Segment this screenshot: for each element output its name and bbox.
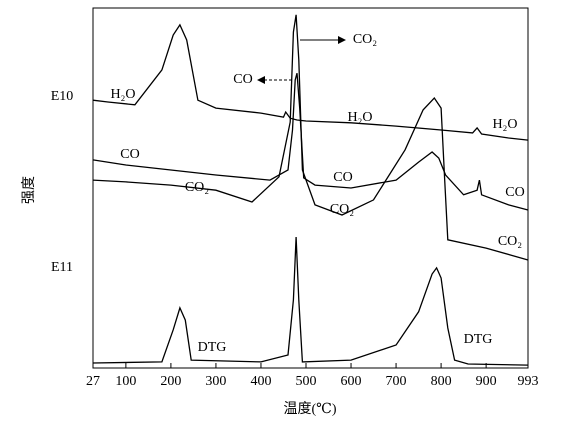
annotation: CO₂: [353, 32, 377, 47]
x-tick-label: 800: [431, 374, 452, 389]
x-tick-label: 400: [250, 374, 271, 389]
x-tick-label: 700: [386, 374, 407, 389]
y-axis-label: 强度: [21, 176, 37, 204]
annotation: CO: [333, 170, 352, 185]
x-tick-label: 27: [86, 374, 100, 389]
x-tick-label: 900: [476, 374, 497, 389]
x-axis-label: 温度(℃): [284, 401, 337, 417]
x-tick-label: 200: [160, 374, 181, 389]
x-tick-label: 300: [205, 374, 226, 389]
plot-frame: [92, 7, 529, 369]
x-tick-label: 100: [115, 374, 136, 389]
annotation: CO: [233, 72, 252, 87]
annotation: H₂O: [110, 87, 135, 102]
annotation: CO₂: [330, 202, 354, 217]
line-series: [92, 236, 529, 366]
annotation: H₂O: [492, 117, 517, 132]
line-series: [92, 73, 529, 211]
x-tick-label: 500: [295, 374, 316, 389]
annotation: E11: [51, 260, 73, 275]
annotation: CO: [120, 147, 139, 162]
x-tick-label: 600: [341, 374, 362, 389]
annotation: CO₂: [185, 180, 209, 195]
annotation: H₂O: [347, 110, 372, 125]
line-series: [92, 14, 529, 261]
annotation: DTG: [198, 340, 227, 355]
x-tick-label: 993: [518, 374, 539, 389]
annotation: CO: [505, 185, 524, 200]
annotation: E10: [51, 89, 74, 104]
annotation: DTG: [464, 332, 493, 347]
line-series: [92, 23, 529, 141]
annotation: CO₂: [498, 234, 522, 249]
